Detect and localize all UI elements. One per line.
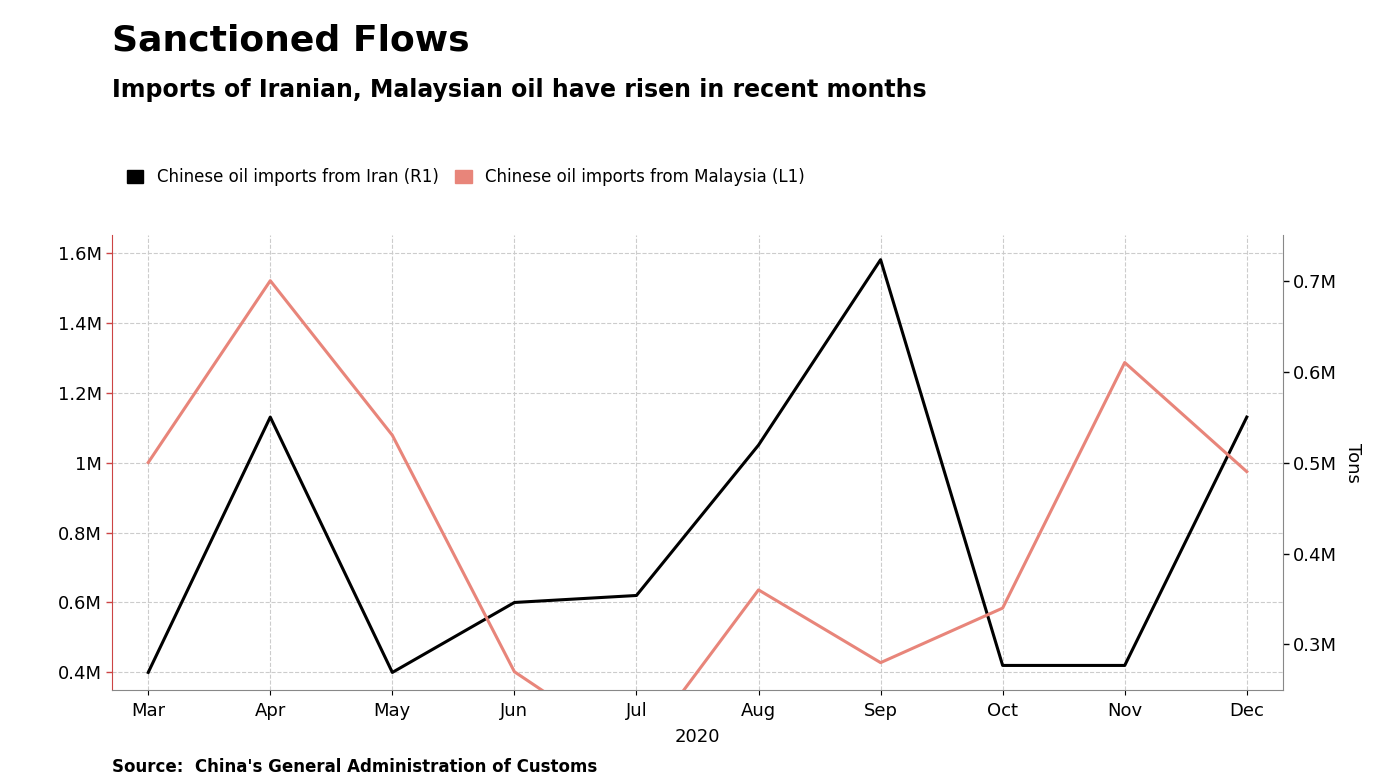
Chinese oil imports from Iran (R1)	[1116, 661, 1133, 670]
Chinese oil imports from Malaysia (L1)	[262, 276, 279, 285]
Chinese oil imports from Iran (R1)	[995, 661, 1011, 670]
Text: Imports of Iranian, Malaysian oil have risen in recent months: Imports of Iranian, Malaysian oil have r…	[112, 78, 926, 103]
Chinese oil imports from Iran (R1)	[262, 412, 279, 422]
Chinese oil imports from Malaysia (L1)	[1239, 467, 1256, 477]
Chinese oil imports from Malaysia (L1)	[751, 585, 767, 594]
Chinese oil imports from Iran (R1)	[751, 441, 767, 450]
Chinese oil imports from Malaysia (L1)	[140, 458, 156, 467]
Chinese oil imports from Malaysia (L1)	[384, 430, 400, 440]
Chinese oil imports from Iran (R1)	[1239, 412, 1256, 422]
Chinese oil imports from Malaysia (L1)	[1116, 358, 1133, 367]
Chinese oil imports from Iran (R1)	[140, 668, 156, 677]
Line: Chinese oil imports from Malaysia (L1): Chinese oil imports from Malaysia (L1)	[148, 281, 1247, 753]
Chinese oil imports from Iran (R1)	[506, 597, 523, 607]
Chinese oil imports from Iran (R1)	[628, 591, 644, 601]
Chinese oil imports from Malaysia (L1)	[506, 667, 523, 677]
Chinese oil imports from Iran (R1)	[872, 255, 889, 264]
Chinese oil imports from Malaysia (L1)	[995, 604, 1011, 613]
Text: Source:  China's General Administration of Customs: Source: China's General Administration o…	[112, 758, 597, 776]
Line: Chinese oil imports from Iran (R1): Chinese oil imports from Iran (R1)	[148, 260, 1247, 673]
Chinese oil imports from Iran (R1)	[384, 668, 400, 677]
Y-axis label: Tons: Tons	[1345, 443, 1362, 482]
Legend: Chinese oil imports from Iran (R1), Chinese oil imports from Malaysia (L1): Chinese oil imports from Iran (R1), Chin…	[120, 162, 812, 193]
Text: Sanctioned Flows: Sanctioned Flows	[112, 24, 469, 57]
Chinese oil imports from Malaysia (L1)	[872, 658, 889, 667]
Chinese oil imports from Malaysia (L1)	[628, 749, 644, 758]
X-axis label: 2020: 2020	[675, 728, 720, 746]
